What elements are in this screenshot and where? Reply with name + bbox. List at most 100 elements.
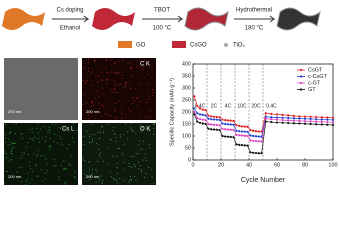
data-point (212, 115, 216, 118)
map-dot (30, 168, 31, 169)
data-point (229, 135, 232, 139)
map-dot (103, 160, 104, 162)
data-point (210, 118, 213, 121)
map-dot (92, 141, 94, 142)
map-dot (82, 79, 84, 81)
map-dot (39, 128, 41, 130)
data-point (238, 124, 241, 128)
map-dot (90, 112, 92, 114)
map-dot (11, 148, 13, 149)
step-label: 100 °C (153, 26, 172, 32)
data-point (210, 128, 213, 131)
data-point (260, 152, 263, 155)
map-dot (83, 67, 85, 69)
map-dot (133, 100, 135, 102)
map-dot (7, 144, 9, 146)
map-dot (59, 179, 60, 181)
data-point (196, 104, 199, 108)
map-dot (88, 142, 90, 144)
map-dot (62, 143, 63, 145)
map-dot (115, 111, 117, 113)
map-dot (87, 111, 89, 113)
step-label: Ethanol (60, 26, 80, 32)
map-dot (114, 63, 116, 65)
map-dot (145, 173, 147, 175)
data-point (229, 123, 232, 126)
map-dot (137, 153, 139, 154)
map-dot (148, 130, 150, 131)
map-dot (99, 178, 100, 180)
data-point (315, 123, 318, 126)
legend-label: c-CsGT (308, 74, 328, 80)
data-point (226, 119, 230, 122)
data-point (246, 144, 249, 147)
data-point (249, 151, 252, 154)
map-dot (121, 113, 123, 115)
map-dot (50, 131, 51, 133)
data-point (243, 125, 246, 128)
map-dot (10, 144, 12, 146)
map-dot (131, 75, 132, 76)
map-dot (56, 142, 58, 144)
data-point (238, 143, 241, 146)
map-dot (35, 165, 37, 167)
map-dot (60, 165, 62, 167)
x-tick-label: 100 (328, 162, 337, 168)
map-dot (36, 175, 38, 177)
map-dot (94, 58, 95, 59)
map-dot (146, 115, 148, 117)
data-point (252, 139, 255, 142)
map-dot (98, 103, 100, 104)
legend-marker (299, 88, 303, 91)
map-dot (116, 180, 118, 182)
map-dot (128, 182, 130, 183)
data-point (204, 114, 207, 117)
map-dot (5, 141, 7, 143)
data-point (326, 116, 329, 119)
data-point (292, 122, 295, 125)
map-dot (128, 162, 130, 164)
map-dot (125, 123, 126, 125)
map-dot (137, 97, 139, 99)
map-dot (151, 176, 153, 178)
map-dot (12, 142, 14, 144)
map-dot (89, 176, 91, 178)
data-point (275, 116, 279, 119)
map-dot (37, 123, 39, 125)
map-dot (26, 179, 28, 181)
map-dot (44, 172, 46, 174)
map-dot (139, 66, 141, 68)
map-dot (124, 84, 126, 86)
legend-label: GT (308, 87, 316, 93)
data-point (287, 119, 290, 122)
map-dot (86, 176, 88, 178)
map-dot (136, 66, 138, 67)
data-point (218, 128, 221, 132)
map-dot (45, 159, 47, 160)
map-label: C K (140, 62, 150, 68)
go-sheet (2, 8, 45, 30)
map-dot (147, 74, 149, 75)
legend-label: c-GT (308, 80, 321, 86)
map-dot (29, 182, 31, 184)
map-dot (25, 183, 27, 185)
map-dot (59, 135, 61, 137)
data-point (235, 129, 238, 132)
data-point (224, 119, 227, 122)
rate-label: 2C (211, 104, 218, 110)
y-tick-label: 250 (182, 97, 191, 103)
map-dot (98, 144, 100, 146)
data-point (257, 135, 260, 138)
data-point (260, 140, 263, 143)
data-point (331, 121, 335, 124)
data-point (204, 122, 207, 126)
data-point (249, 139, 252, 142)
map-dot (153, 91, 154, 93)
data-point (226, 123, 230, 126)
map-dot (37, 138, 39, 140)
map-dot (84, 81, 86, 83)
map-dot (107, 124, 109, 125)
map-dot (65, 183, 67, 185)
map-dot (113, 127, 115, 128)
scale-bar: 200 nm (8, 109, 22, 114)
